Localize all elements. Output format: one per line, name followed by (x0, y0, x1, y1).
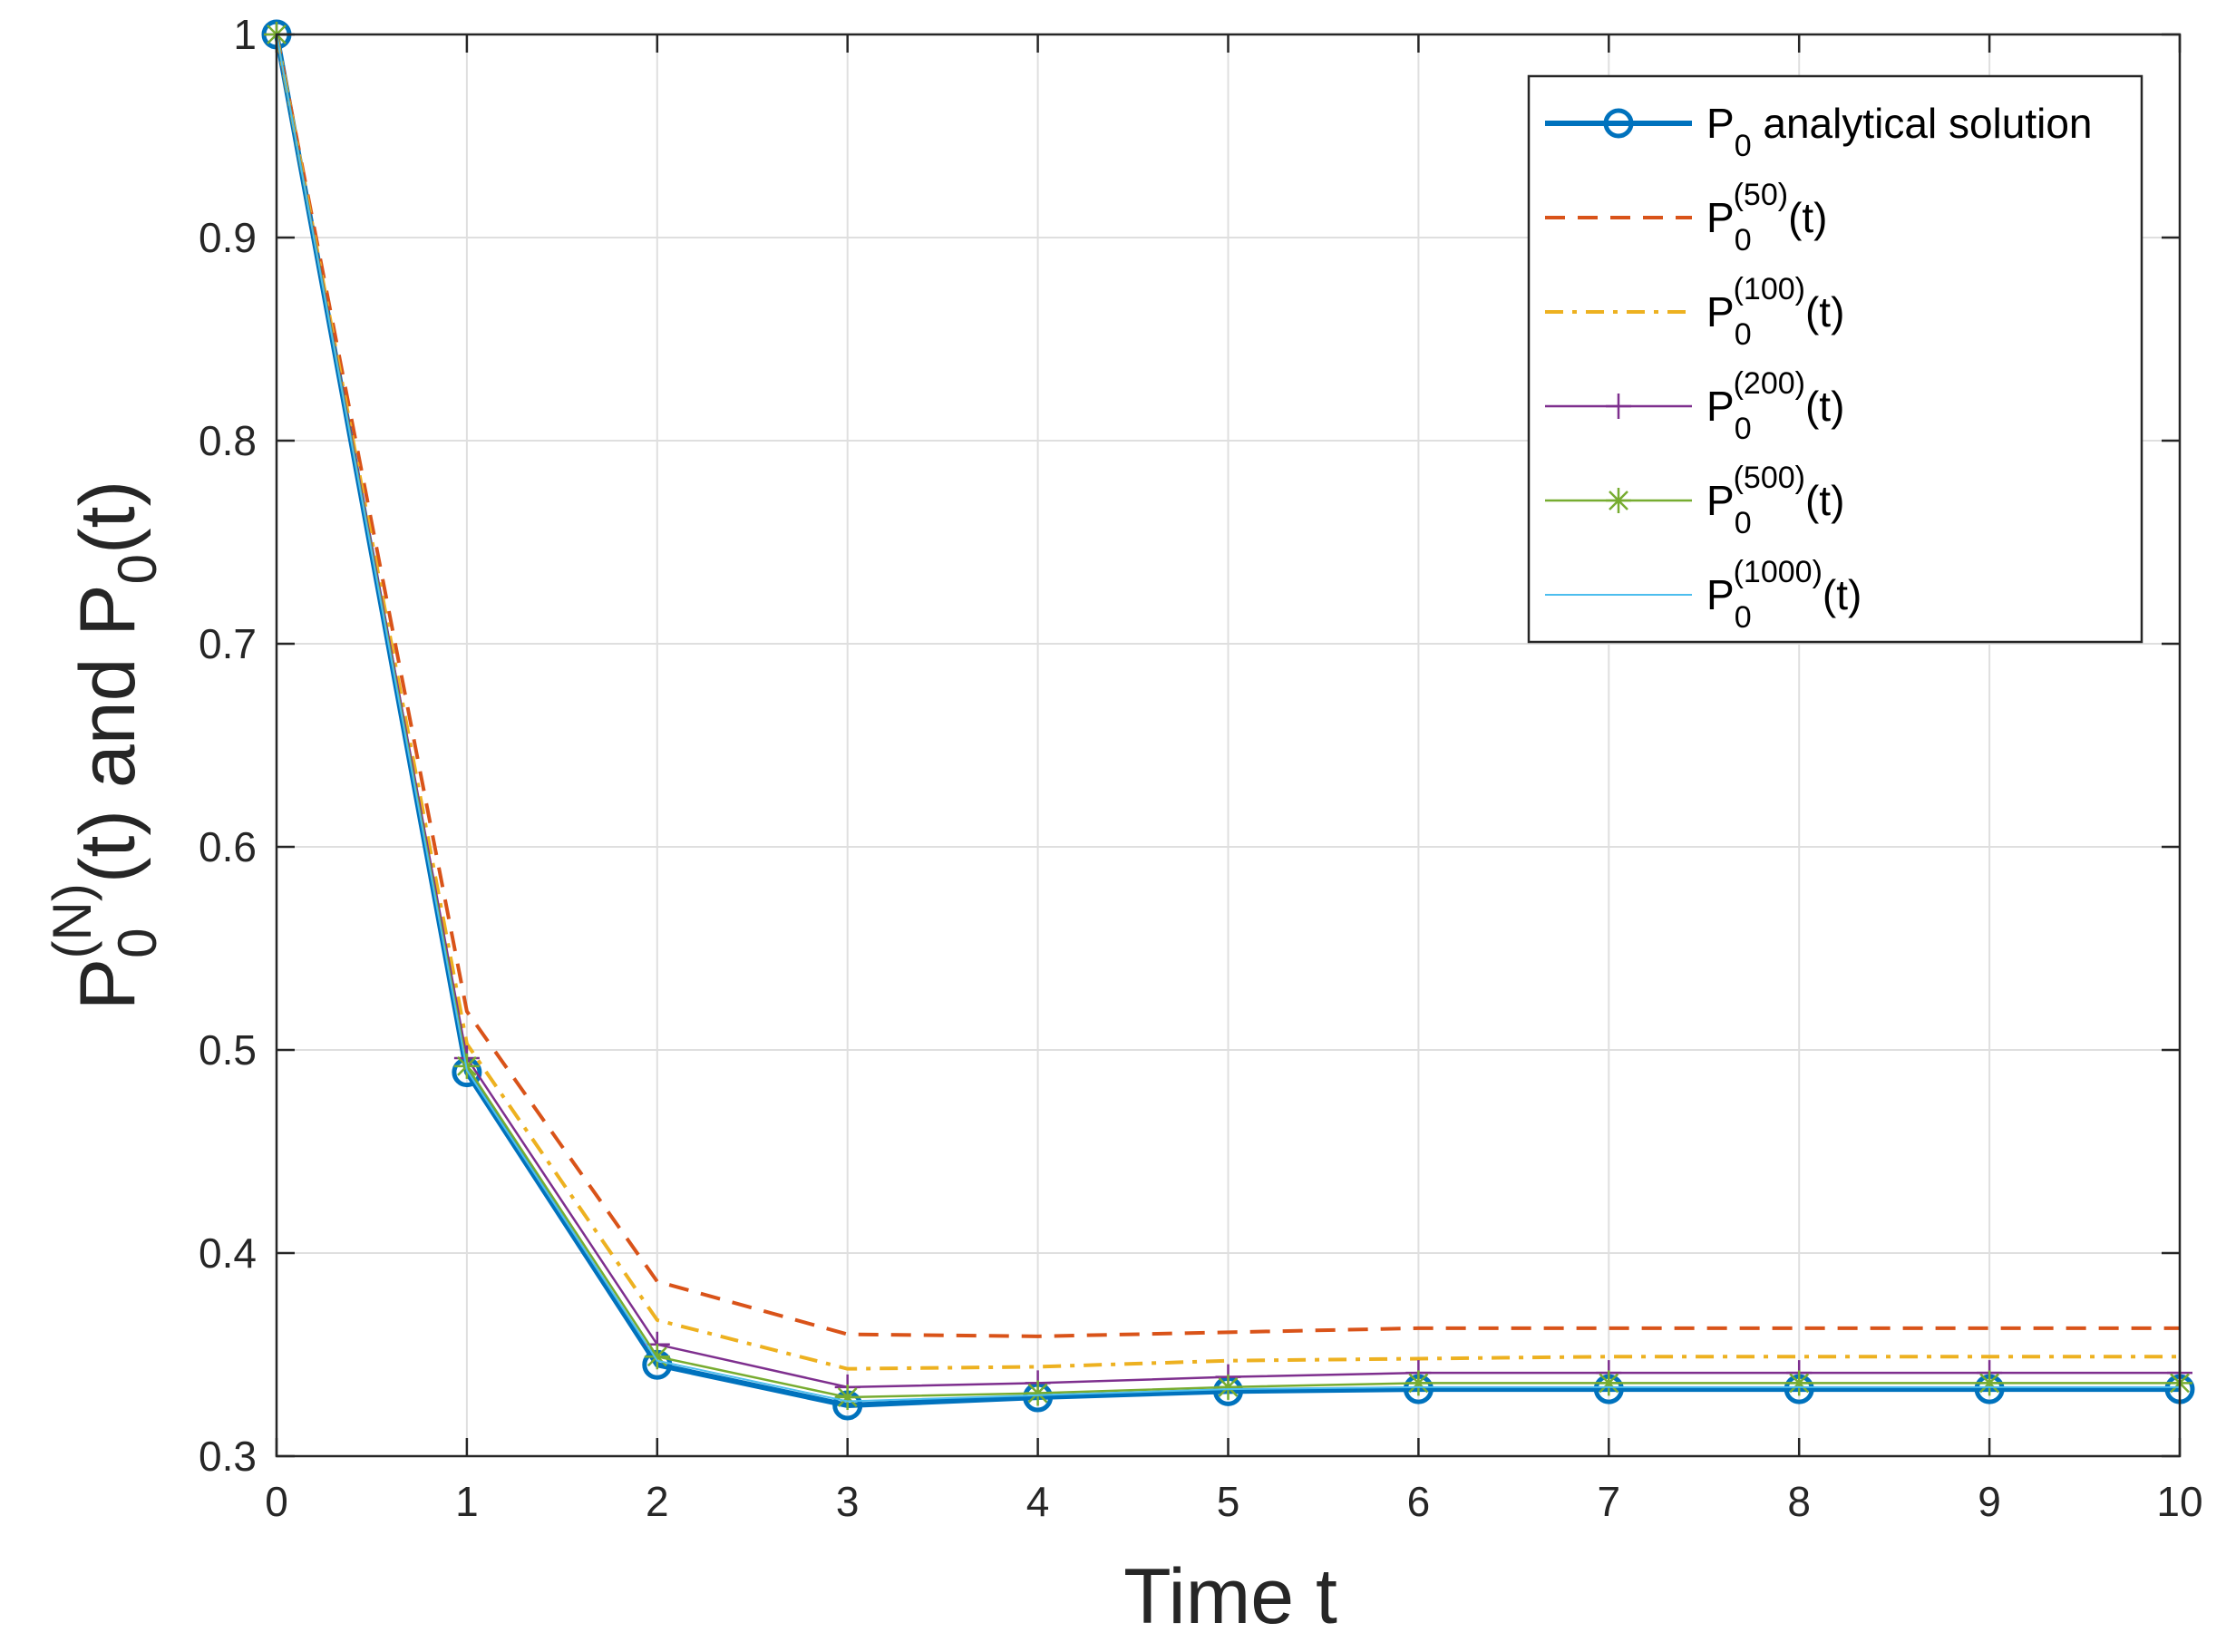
y-tick-label: 0.5 (199, 1026, 257, 1074)
legend-label-base: P (1706, 383, 1735, 430)
legend-label-tail: (t) (1823, 571, 1861, 618)
legend-label: P0 (50)(t) (1706, 178, 1828, 258)
x-tick-label: 3 (836, 1478, 860, 1525)
legend-item: P0 (200)(t) (1545, 366, 1844, 446)
x-axis-title: Time t (1123, 1553, 1337, 1640)
series-layer (261, 19, 2195, 1421)
legend-label-sub: 0 (1735, 223, 1752, 258)
y-tick-label: 0.3 (199, 1433, 257, 1480)
x-tick-label: 4 (1026, 1478, 1050, 1525)
legend-box (1527, 74, 2143, 644)
y-tick-label: 0.7 (199, 620, 257, 667)
legend-label-base: P (1706, 571, 1735, 618)
legend-label-sub: 0 (1735, 129, 1752, 163)
legend-label-tail: (t) (1805, 288, 1844, 335)
y-tick-label: 0.4 (199, 1229, 257, 1277)
legend-label-sup: (50) (1734, 178, 1788, 212)
y-title-tail: (t) (64, 481, 151, 554)
legend-label-sup: (100) (1734, 272, 1805, 306)
legend-label-base: P (1706, 100, 1735, 147)
x-tick-label: 9 (1978, 1478, 2001, 1525)
legend-label-sub: 0 (1735, 412, 1752, 446)
legend-label-base: P (1706, 288, 1735, 335)
y-axis: 0.3 0.4 0.5 0.6 0.7 0.8 0.9 1 (199, 11, 2180, 1480)
y-title-sub2: 0 (107, 554, 168, 584)
legend-item: P0 (100)(t) (1545, 272, 1844, 352)
x-tick-label: 1 (455, 1478, 479, 1525)
legend-label-tail: (t) (1805, 383, 1844, 430)
marker-asterisk (1596, 1370, 1622, 1396)
y-title-base: P (64, 958, 151, 1010)
y-tick-label: 0.8 (199, 417, 257, 464)
x-tick-label: 0 (265, 1478, 288, 1525)
y-tick-label: 0.9 (199, 214, 257, 261)
y-axis-title-text: P0(N)(t) and P0(t) (42, 481, 168, 1010)
legend-label-sup: (500) (1734, 461, 1805, 495)
marker-asterisk (1606, 488, 1631, 513)
series-1 (275, 34, 2180, 1338)
x-tick-label: 5 (1217, 1478, 1240, 1525)
legend-label: P0 (100)(t) (1706, 272, 1844, 352)
legend-label-sup: (1000) (1734, 555, 1823, 589)
legend-label-base: P (1706, 477, 1735, 524)
series-line (275, 34, 2180, 1371)
marker-asterisk (834, 1385, 860, 1411)
series-5 (276, 34, 2180, 1403)
series-2 (275, 34, 2180, 1371)
legend-label-sup: (200) (1734, 366, 1805, 401)
x-axis: 0 1 2 3 4 5 6 7 8 9 10 (265, 34, 2203, 1525)
legend-label: P0 (500)(t) (1706, 461, 1844, 540)
series-line (276, 34, 2180, 1403)
legend-label-tail: analytical solution (1752, 100, 2093, 147)
legend: P0 analytical solutionP0(50)(t)P0(100)(t… (1527, 74, 2143, 644)
y-tick-label: 1 (233, 11, 257, 58)
legend-item: P0 (50)(t) (1545, 178, 1828, 258)
legend-label: P0 analytical solution (1706, 100, 2093, 163)
marker-asterisk (1215, 1374, 1241, 1400)
legend-label-tail: (t) (1788, 194, 1827, 241)
marker-asterisk (644, 1344, 670, 1370)
marker-asterisk (1405, 1370, 1432, 1396)
x-tick-label: 8 (1787, 1478, 1811, 1525)
marker-plus (1606, 394, 1631, 419)
marker-circle (1603, 108, 1634, 139)
y-title-sup: (N) (42, 883, 102, 958)
marker-asterisk (1786, 1370, 1813, 1396)
legend-item: P0 analytical solution (1545, 100, 2093, 163)
x-tick-label: 7 (1598, 1478, 1621, 1525)
y-tick-label: 0.6 (199, 823, 257, 870)
series-line (275, 34, 2180, 1338)
legend-label-sub: 0 (1735, 317, 1752, 352)
legend-label-tail: (t) (1805, 477, 1844, 524)
x-tick-label: 10 (2156, 1478, 2202, 1525)
legend-label-base: P (1706, 194, 1735, 241)
legend-label: P0 (200)(t) (1706, 366, 1844, 446)
legend-label-sub: 0 (1735, 506, 1752, 540)
legend-item: P0 (500)(t) (1545, 461, 1844, 540)
x-tick-label: 6 (1407, 1478, 1431, 1525)
y-axis-title: P0(N)(t) and P0(t) (42, 481, 168, 1010)
legend-label-sub: 0 (1735, 600, 1752, 635)
x-tick-label: 2 (646, 1478, 669, 1525)
marker-asterisk (1977, 1370, 2003, 1396)
y-title-mid: (t) and P (64, 584, 151, 883)
legend-label: P0 (1000)(t) (1706, 555, 1861, 635)
marker-asterisk (1025, 1380, 1051, 1406)
y-title-sub: 0 (107, 928, 168, 957)
legend-item: P0 (1000)(t) (1545, 555, 1861, 635)
